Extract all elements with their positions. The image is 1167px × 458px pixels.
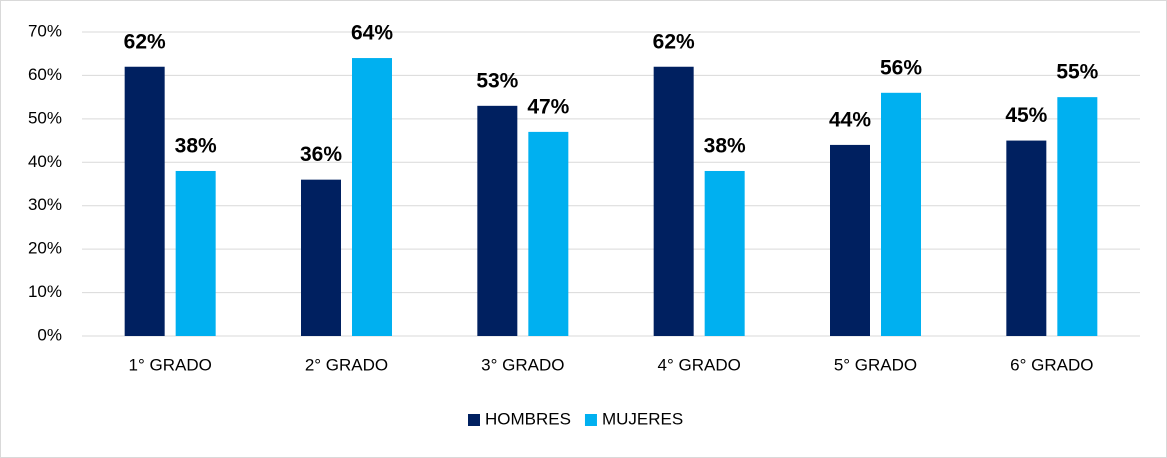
data-label: 62% — [124, 30, 166, 53]
x-tick-label: 5° GRADO — [834, 355, 917, 374]
data-label: 45% — [1005, 104, 1047, 127]
bar — [477, 105, 518, 336]
legend-label: MUJERES — [602, 409, 683, 428]
bar — [1006, 140, 1047, 336]
bar — [704, 170, 745, 336]
bar — [1057, 97, 1098, 337]
y-tick-label: 30% — [28, 195, 62, 214]
data-label: 38% — [704, 135, 746, 158]
bar — [301, 179, 341, 336]
x-tick-label: 1° GRADO — [129, 355, 212, 374]
bar — [881, 92, 921, 336]
data-label: 62% — [653, 30, 695, 53]
bar — [352, 58, 392, 337]
y-tick-label: 0% — [37, 325, 62, 344]
bar — [653, 66, 694, 336]
bar — [124, 66, 165, 336]
y-tick-label: 50% — [28, 108, 62, 127]
bar — [830, 144, 870, 336]
legend-label: HOMBRES — [485, 409, 571, 428]
y-tick-label: 40% — [28, 152, 62, 171]
data-label: 53% — [476, 69, 518, 92]
bar — [528, 131, 569, 336]
data-label: 44% — [829, 108, 871, 131]
x-tick-label: 6° GRADO — [1010, 355, 1093, 374]
x-tick-label: 2° GRADO — [305, 355, 388, 374]
x-tick-label: 4° GRADO — [658, 355, 741, 374]
data-label: 64% — [351, 22, 393, 45]
legend-swatch — [468, 414, 480, 426]
x-tick-label: 3° GRADO — [481, 355, 564, 374]
legend-swatch — [584, 414, 597, 426]
data-label: 56% — [880, 56, 922, 79]
data-label: 55% — [1056, 61, 1098, 84]
data-label: 36% — [300, 143, 342, 166]
bar — [175, 170, 216, 336]
y-tick-label: 20% — [28, 239, 62, 258]
y-tick-label: 10% — [28, 282, 62, 301]
data-label: 47% — [527, 95, 569, 118]
y-tick-label: 70% — [28, 21, 62, 40]
data-label: 38% — [175, 135, 217, 158]
y-tick-label: 60% — [28, 65, 62, 84]
